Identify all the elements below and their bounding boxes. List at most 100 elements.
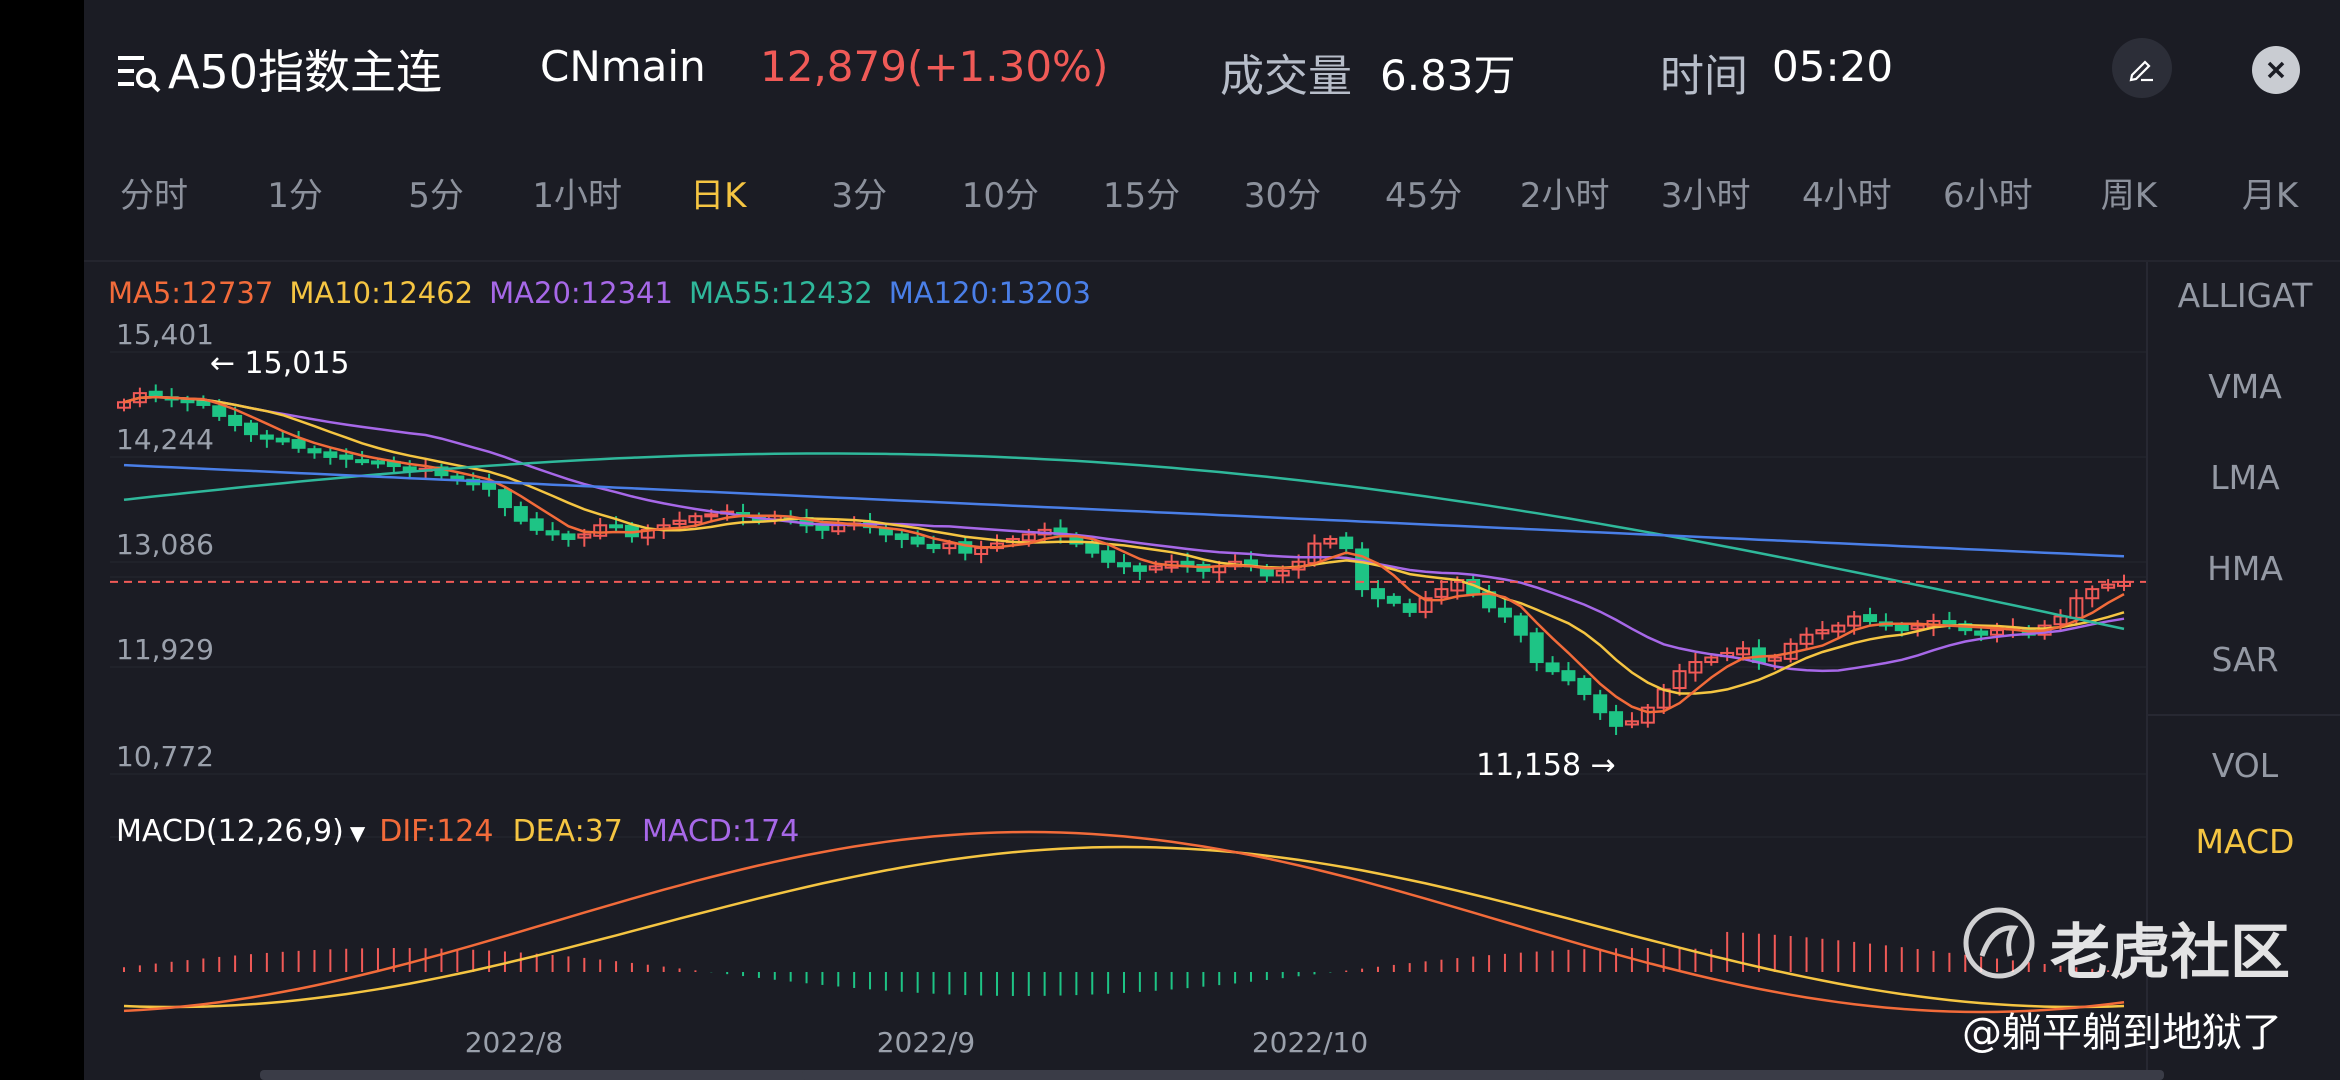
candle-body bbox=[942, 542, 957, 550]
indicator-vma[interactable]: VMA bbox=[2208, 367, 2282, 406]
ma-legend: MA5:12737 MA10:12462 MA20:12341 MA55:12432 M… bbox=[108, 276, 1107, 310]
tab-7[interactable]: 15分 bbox=[1102, 176, 1181, 216]
pencil-icon bbox=[2129, 60, 2153, 82]
candle-body bbox=[1577, 677, 1592, 695]
candle-body bbox=[1640, 706, 1655, 724]
candle-body bbox=[402, 466, 417, 472]
tab-2[interactable]: 5分 bbox=[408, 176, 464, 216]
candle-body bbox=[291, 439, 306, 449]
candle-body bbox=[1545, 662, 1560, 673]
indicator-vol[interactable]: VOL bbox=[2211, 746, 2279, 785]
close-button[interactable] bbox=[2252, 46, 2300, 94]
ma-legend-item: MA120:13203 bbox=[888, 276, 1091, 310]
candle-body bbox=[1402, 603, 1417, 613]
instrument-title[interactable]: A50指数主连 bbox=[168, 45, 443, 99]
divider bbox=[84, 260, 2340, 262]
tab-14[interactable]: 周K bbox=[2100, 176, 2158, 216]
candle-body bbox=[1688, 661, 1703, 674]
candle-body bbox=[1529, 632, 1544, 664]
candle-body bbox=[926, 543, 941, 550]
candle-body bbox=[1609, 711, 1624, 727]
candle-body bbox=[1275, 569, 1290, 577]
candle-body bbox=[228, 414, 243, 427]
dif-value: DIF:124 bbox=[379, 814, 494, 849]
price-change: 12,879(+1.30%) bbox=[760, 42, 1109, 91]
tab-13[interactable]: 6小时 bbox=[1943, 176, 2033, 216]
tab-9[interactable]: 45分 bbox=[1384, 176, 1463, 216]
dea-line bbox=[123, 845, 2125, 1009]
candle-body bbox=[577, 533, 592, 539]
tab-8[interactable]: 30分 bbox=[1243, 176, 1322, 216]
app-window: A50指数主连 CNmain 12,879(+1.30%) 成交量 6.83万 … bbox=[84, 0, 2340, 1080]
candle-body bbox=[1561, 670, 1576, 682]
candle-body bbox=[148, 390, 163, 397]
tab-15[interactable]: 月K bbox=[2241, 176, 2299, 216]
candle-body bbox=[259, 434, 274, 440]
tab-5[interactable]: 3分 bbox=[831, 176, 888, 216]
candle-body bbox=[212, 405, 227, 417]
candle-body bbox=[1132, 565, 1147, 572]
dif-line bbox=[123, 830, 2125, 1014]
candle-body bbox=[545, 530, 560, 536]
high-marker: ← 15,015 bbox=[210, 346, 350, 381]
draw-button[interactable] bbox=[2112, 38, 2172, 98]
candle-body bbox=[1370, 588, 1385, 600]
indicator-lma[interactable]: LMA bbox=[2210, 458, 2280, 497]
tab-0[interactable]: 分时 bbox=[120, 176, 188, 216]
close-icon bbox=[2267, 61, 2285, 79]
tab-1[interactable]: 1分 bbox=[267, 176, 323, 216]
time-label: 时间 bbox=[1660, 51, 1748, 102]
indicator-alligat[interactable]: ALLIGAT bbox=[2177, 276, 2313, 315]
tab-3[interactable]: 1小时 bbox=[532, 176, 622, 216]
scrollbar-segment[interactable] bbox=[802, 1070, 1622, 1080]
candle-body bbox=[1339, 536, 1354, 550]
candle-body bbox=[1767, 656, 1782, 662]
instrument-code: CNmain bbox=[540, 42, 706, 91]
candle-body bbox=[561, 533, 576, 540]
dea-value: DEA:37 bbox=[512, 814, 623, 849]
candle-body bbox=[1323, 537, 1338, 545]
macd-legend[interactable]: MACD(12,26,9) ▼ DIF:124 DEA:37 MACD:174 bbox=[116, 814, 799, 849]
tab-11[interactable]: 3小时 bbox=[1660, 176, 1751, 216]
x-tick-label: 2022/10 bbox=[1252, 1026, 1368, 1059]
candle-body bbox=[482, 481, 497, 490]
x-tick-label: 2022/8 bbox=[465, 1026, 564, 1059]
indicator-panel: ALLIGAT VMA LMA HMA SAR VOL MACD bbox=[2146, 262, 2340, 1080]
candle-body bbox=[1974, 630, 1989, 636]
candle-body bbox=[609, 524, 624, 529]
tab-12[interactable]: 4小时 bbox=[1801, 176, 1892, 216]
candle-body bbox=[323, 451, 338, 458]
y-tick-label: 15,401 bbox=[116, 318, 214, 351]
tab-4[interactable]: 日K bbox=[690, 176, 747, 216]
watermark-brand: 老虎社区 bbox=[2050, 918, 2290, 988]
volume-label: 成交量 bbox=[1220, 51, 1352, 102]
tab-10[interactable]: 2小时 bbox=[1519, 176, 1610, 216]
y-tick-label: 13,086 bbox=[116, 528, 214, 561]
candle-body bbox=[1704, 656, 1719, 664]
scrollbar-segment[interactable] bbox=[1546, 1070, 2164, 1080]
dropdown-caret-icon[interactable]: ▼ bbox=[349, 820, 366, 845]
candle-body bbox=[2101, 583, 2116, 589]
candle-body bbox=[1847, 615, 1862, 627]
candle-body bbox=[704, 513, 719, 518]
indicator-hma[interactable]: HMA bbox=[2207, 549, 2283, 588]
tab-6[interactable]: 10分 bbox=[961, 176, 1040, 216]
tiger-logo-icon bbox=[1963, 907, 2035, 979]
candle-body bbox=[1148, 565, 1163, 571]
candle-body bbox=[1434, 588, 1449, 598]
candle-body bbox=[672, 519, 687, 525]
indicator-macd[interactable]: MACD bbox=[2195, 822, 2295, 861]
time-value: 05:20 bbox=[1772, 42, 1894, 91]
candle-body bbox=[339, 454, 354, 460]
candle-body bbox=[529, 518, 544, 531]
menu-search-icon[interactable] bbox=[116, 50, 162, 96]
candle-body bbox=[1085, 542, 1100, 554]
candle-body bbox=[497, 489, 512, 509]
scrollbar-segment[interactable] bbox=[260, 1070, 878, 1080]
ma-legend-item: MA10:12462 bbox=[289, 276, 474, 310]
ma10-line bbox=[123, 395, 2125, 695]
indicator-sar[interactable]: SAR bbox=[2211, 640, 2279, 679]
candle-body bbox=[2117, 580, 2131, 587]
ma-legend-item: MA20:12341 bbox=[489, 276, 673, 310]
candlestick-chart[interactable]: 15,401 14,244 13,086 11,929 10,772 ← 15,015 11… bbox=[84, 262, 2146, 1080]
